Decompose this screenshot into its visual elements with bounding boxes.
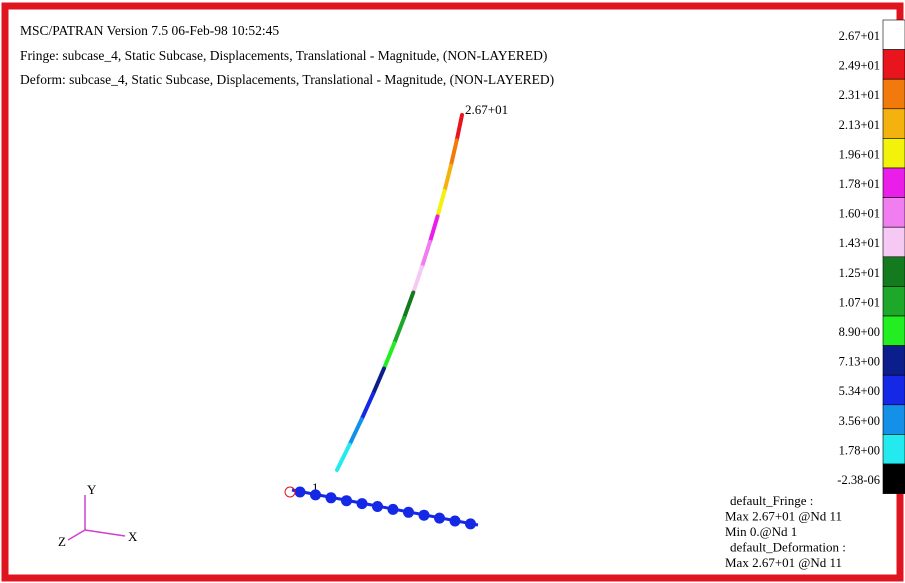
legend-label: 1.78+01 [839,177,880,191]
legend-swatch [883,198,905,228]
legend-label: 2.13+01 [839,118,880,132]
node [403,507,414,518]
legend-label: 1.78+00 [839,443,880,457]
legend-label: 1.25+01 [839,266,880,280]
info-line: default_Deformation : [730,540,846,555]
legend-label: 2.49+01 [839,59,880,73]
max-marker: 2.67+01 [465,102,508,117]
legend-swatch [883,79,905,109]
legend-label: 2.31+01 [839,88,880,102]
header-line: MSC/PATRAN Version 7.5 06-Feb-98 10:52:4… [20,23,279,38]
legend-label: -2.38-06 [837,473,880,487]
info-line: default_Fringe : [730,493,813,508]
node [310,489,321,500]
legend-swatch [883,50,905,80]
legend-label: 1.96+01 [839,147,880,161]
info-line: Max 2.67+01 @Nd 11 [725,555,842,570]
info-line: Max 2.67+01 @Nd 11 [725,509,842,524]
screenshot: MSC/PATRAN Version 7.5 06-Feb-98 10:52:4… [0,0,905,583]
legend-swatch [883,346,905,376]
node [341,495,352,506]
node [419,510,430,521]
legend-label: 1.07+01 [839,295,880,309]
legend-swatch [883,464,905,494]
header-line: Deform: subcase_4, Static Subcase, Displ… [20,72,554,87]
legend-swatch [883,257,905,287]
node [465,518,476,529]
legend-swatch [883,20,905,50]
legend-swatch [883,375,905,405]
legend-swatch [883,227,905,257]
legend-label: 3.56+00 [839,414,880,428]
legend-label: 1.43+01 [839,236,880,250]
legend-swatch [883,168,905,198]
legend-swatch [883,316,905,346]
node [372,501,383,512]
triad-label: Y [87,482,97,497]
legend-swatch [883,286,905,316]
node [357,498,368,509]
node [434,513,445,524]
node [388,504,399,515]
triad-label: Z [58,534,66,549]
info-line: Min 0.@Nd 1 [725,524,797,539]
legend-label: 7.13+00 [839,355,880,369]
header-line: Fringe: subcase_4, Static Subcase, Displ… [20,48,547,63]
legend-label: 1.60+01 [839,207,880,221]
legend-swatch [883,138,905,168]
legend-swatch [883,109,905,139]
legend-label: 2.67+01 [839,29,880,43]
node [450,516,461,527]
legend-swatch [883,434,905,464]
legend-label: 8.90+00 [839,325,880,339]
legend-swatch [883,405,905,435]
legend-label: 5.34+00 [839,384,880,398]
node [295,487,306,498]
triad-label: X [128,529,138,544]
node [326,492,337,503]
